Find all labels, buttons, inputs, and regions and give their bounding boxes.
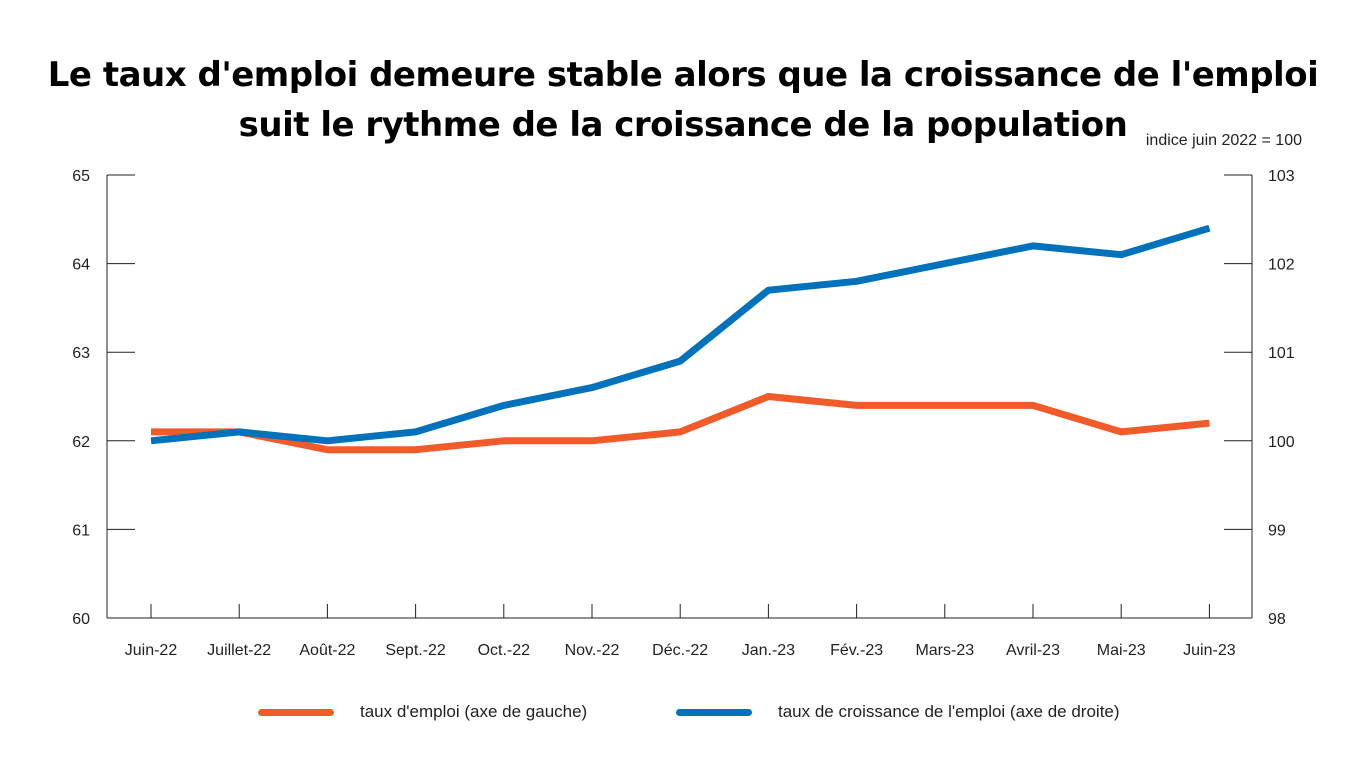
axes-group: 60 61 62 63 64 65 98 99 100 101 102 103 Juin-22 Juill…	[72, 168, 1295, 659]
right-axis-unit-note: indice juin 2022 = 100	[1145, 132, 1302, 149]
right-axis-tick-label: 103	[1268, 168, 1295, 185]
legend-label-employment-rate: taux d'emploi (axe de gauche)	[360, 702, 588, 721]
left-axis-tick-label: 65	[72, 168, 90, 185]
x-axis-tick-label: Mars-23	[915, 642, 974, 659]
legend: taux d'emploi (axe de gauche) taux de cr…	[0, 702, 1366, 730]
chart-title-line-2: suit le rythme de la croissance de la po…	[238, 105, 1128, 145]
series-line-employment-rate	[151, 393, 1210, 454]
right-axis-tick-label: 100	[1268, 434, 1295, 451]
x-axis-tick-label: Oct.-22	[478, 642, 531, 659]
series-line-employment-growth	[150, 224, 1211, 445]
left-axis-tick-label: 60	[72, 611, 90, 628]
left-axis-tick-label: 62	[72, 434, 90, 451]
series-lines-group	[150, 224, 1211, 454]
legend-swatch-employment-rate	[258, 708, 334, 716]
x-axis-tick-label: Avril-23	[1006, 642, 1060, 659]
x-axis-tick-label: Juin-23	[1183, 642, 1236, 659]
legend-swatch-employment-growth	[676, 708, 752, 716]
right-axis-tick-label: 99	[1268, 522, 1286, 539]
x-axis-tick-label: Déc.-22	[652, 642, 708, 659]
right-axis-tick-label: 101	[1268, 345, 1295, 362]
x-axis-tick-label: Jan.-23	[742, 642, 795, 659]
legend-item-employment-growth: taux de croissance de l'emploi (axe de d…	[676, 702, 1120, 722]
chart-title: Le taux d'emploi demeure stable alors qu…	[0, 50, 1366, 150]
chart-title-line-1: Le taux d'emploi demeure stable alors qu…	[47, 55, 1319, 95]
x-axis-tick-label: Juin-22	[125, 642, 178, 659]
right-axis-tick-label: 102	[1268, 257, 1295, 274]
left-axis-tick-label: 63	[72, 345, 90, 362]
right-axis-tick-label: 98	[1268, 611, 1286, 628]
x-axis-tick-label: Août-22	[299, 642, 355, 659]
x-axis-tick-label: Juillet-22	[207, 642, 271, 659]
x-axis-tick-label: Fév.-23	[830, 642, 883, 659]
x-axis-tick-label: Mai-23	[1097, 642, 1146, 659]
legend-label-employment-growth: taux de croissance de l'emploi (axe de d…	[778, 702, 1120, 721]
left-axis-tick-label: 61	[72, 522, 90, 539]
x-axis-tick-label: Sept.-22	[385, 642, 446, 659]
legend-item-employment-rate: taux d'emploi (axe de gauche)	[258, 702, 587, 722]
left-axis-tick-label: 64	[72, 257, 90, 274]
x-axis-tick-label: Nov.-22	[565, 642, 620, 659]
